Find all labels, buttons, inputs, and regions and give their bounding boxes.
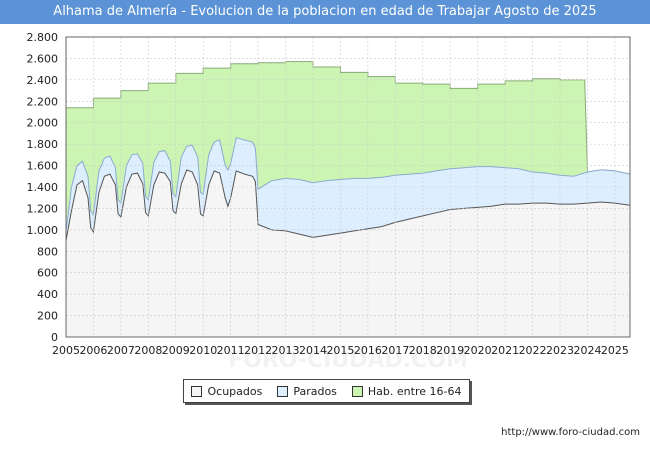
chart-title: Alhama de Almería - Evolucion de la pobl… bbox=[0, 0, 650, 24]
x-tick-label: 2017 bbox=[381, 344, 409, 357]
line-habitantes bbox=[66, 61, 631, 175]
x-tick-label: 2021 bbox=[491, 344, 519, 357]
line-ocupados bbox=[65, 169, 631, 241]
y-tick-label: 600 bbox=[37, 267, 58, 280]
x-tick-label: 2009 bbox=[162, 344, 190, 357]
x-tick-label: 2016 bbox=[354, 344, 382, 357]
y-tick-label: 1.600 bbox=[27, 160, 59, 173]
y-tick-label: 1.200 bbox=[27, 202, 59, 215]
legend-item-habitantes: Hab. entre 16-64 bbox=[351, 384, 462, 398]
area-ocupados bbox=[66, 169, 630, 337]
x-tick-label: 2005 bbox=[52, 344, 80, 357]
x-tick-label: 2025 bbox=[601, 344, 629, 357]
x-tick-label: 2015 bbox=[326, 344, 354, 357]
legend: Ocupados Parados Hab. entre 16-64 bbox=[183, 379, 470, 403]
legend-swatch-ocupados bbox=[191, 385, 203, 397]
x-tick-label: 2006 bbox=[79, 344, 107, 357]
x-tick-label: 2014 bbox=[299, 344, 327, 357]
y-tick-label: 2.200 bbox=[27, 95, 59, 108]
y-tick-label: 800 bbox=[37, 245, 58, 258]
x-tick-label: 2011 bbox=[217, 344, 245, 357]
plot-area: FORO-CIUDAD.COM 0 200 400 600 800 1.000 1.200 1.… bbox=[27, 31, 631, 373]
x-tick-label: 2018 bbox=[409, 344, 437, 357]
y-tick-label: 0 bbox=[51, 331, 58, 344]
x-tick-label: 2022 bbox=[519, 344, 547, 357]
x-tick-label: 2012 bbox=[244, 344, 272, 357]
y-tick-label: 2.000 bbox=[27, 117, 59, 130]
chart-svg: FORO-CIUDAD.COM 0 200 400 600 800 1.000 1.200 1.… bbox=[27, 31, 631, 373]
x-tick-label: 2010 bbox=[189, 344, 217, 357]
legend-item-ocupados: Ocupados bbox=[191, 385, 262, 398]
x-tick-label: 2019 bbox=[436, 344, 464, 357]
legend-label-ocupados: Ocupados bbox=[207, 384, 263, 398]
legend-swatch-habitantes bbox=[351, 385, 363, 397]
y-tick-label: 200 bbox=[37, 310, 58, 323]
watermark: FORO-CIUDAD.COM bbox=[228, 348, 468, 373]
legend-label-parados: Parados bbox=[293, 384, 337, 398]
y-tick-label: 1.400 bbox=[27, 181, 59, 194]
x-tick-label: 2013 bbox=[272, 344, 300, 357]
line-parados bbox=[65, 137, 631, 233]
y-tick-label: 2.400 bbox=[27, 74, 59, 87]
y-tick-label: 400 bbox=[37, 288, 58, 301]
plot-border bbox=[65, 36, 631, 338]
source-url: http://www.foro-ciudad.com bbox=[501, 427, 640, 438]
x-tick-label: 2007 bbox=[107, 344, 135, 357]
x-tick-label: 2024 bbox=[573, 344, 601, 357]
x-tick-label: 2008 bbox=[134, 344, 162, 357]
legend-label-habitantes: Hab. entre 16-64 bbox=[367, 384, 462, 398]
y-tick-label: 2.800 bbox=[27, 31, 59, 44]
legend-swatch-parados bbox=[277, 385, 289, 397]
x-tick-label: 2020 bbox=[464, 344, 492, 357]
y-tick-label: 1.000 bbox=[27, 224, 59, 237]
y-tick-label: 2.600 bbox=[27, 52, 59, 65]
x-tick-label: 2023 bbox=[546, 344, 574, 357]
legend-item-parados: Parados bbox=[277, 385, 337, 398]
y-tick-label: 1.800 bbox=[27, 138, 59, 151]
